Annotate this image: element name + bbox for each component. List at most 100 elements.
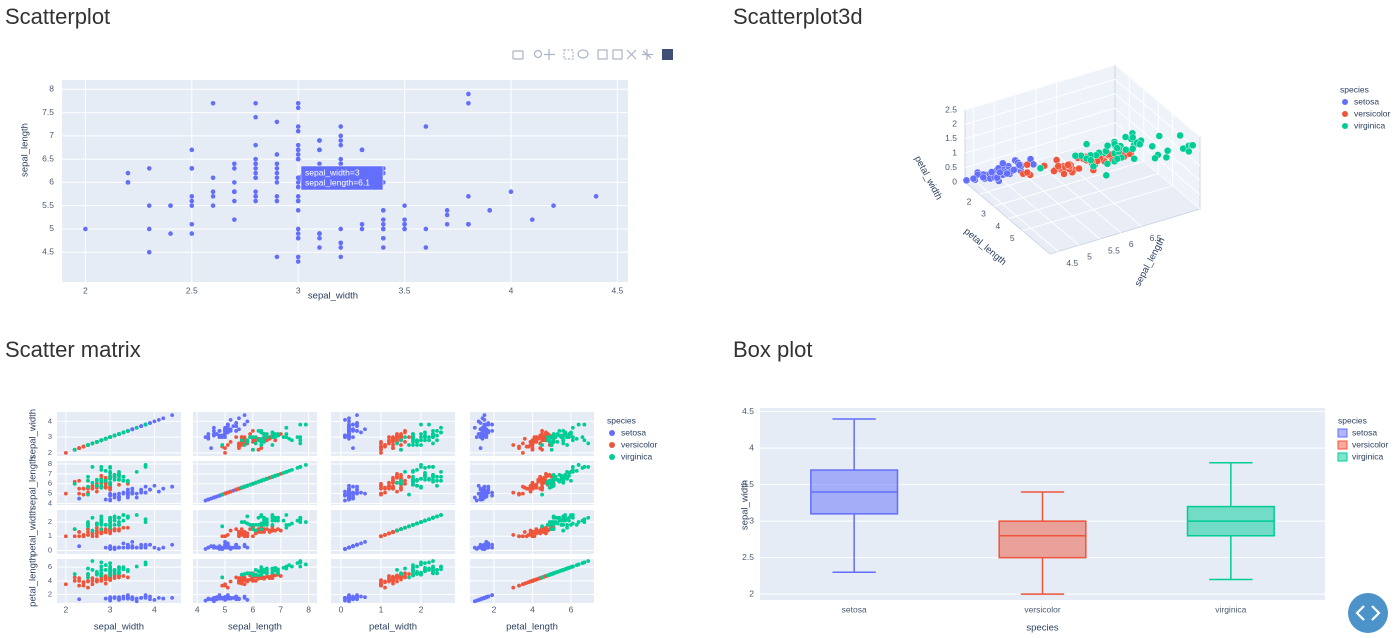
- y-tick-label: 7: [48, 469, 52, 478]
- y-tick-label: 5: [49, 223, 54, 233]
- data-point: [281, 518, 286, 523]
- data-point: [538, 475, 543, 480]
- data-point: [270, 527, 275, 532]
- data-point: [295, 254, 301, 260]
- data-point: [161, 486, 166, 491]
- data-point: [264, 520, 269, 524]
- zoom-in-icon[interactable]: [597, 49, 608, 60]
- y-tick-label: 7: [49, 130, 54, 140]
- data-point: [189, 203, 195, 208]
- data-point: [72, 572, 77, 576]
- data-point: [86, 443, 90, 447]
- data-point: [264, 570, 269, 575]
- data-point: [359, 490, 363, 495]
- data-point: [387, 441, 391, 446]
- data-point: [431, 479, 435, 484]
- data-point: [1163, 147, 1172, 155]
- data-point: [94, 489, 99, 494]
- data-point: [237, 597, 241, 602]
- data-point: [295, 194, 301, 199]
- plotly-logo[interactable]: [662, 49, 673, 60]
- data-point: [415, 564, 419, 569]
- data-point: [242, 422, 247, 427]
- data-point: [403, 525, 407, 530]
- nav-button-circle[interactable]: [1348, 593, 1388, 633]
- data-point: [295, 208, 301, 213]
- data-point: [472, 599, 477, 604]
- data-point: [379, 446, 383, 451]
- data-point: [253, 161, 258, 167]
- data-point: [1103, 160, 1112, 168]
- reset-icon[interactable]: [642, 49, 653, 60]
- data-point: [256, 569, 261, 574]
- data-point: [549, 478, 554, 483]
- data-point: [143, 517, 148, 522]
- y-tick-label: 2: [48, 517, 52, 526]
- data-point: [580, 435, 585, 440]
- data-point: [259, 521, 264, 526]
- data-point: [482, 413, 487, 418]
- data-point: [117, 473, 121, 478]
- data-point: [108, 596, 113, 601]
- data-point: [206, 432, 211, 436]
- data-point: [536, 530, 541, 534]
- data-point: [298, 520, 303, 524]
- data-point: [399, 481, 403, 486]
- data-point: [351, 422, 355, 427]
- data-point: [559, 523, 564, 527]
- data-point: [545, 523, 550, 527]
- data-point: [999, 159, 1007, 167]
- data-point: [112, 574, 117, 578]
- data-point: [290, 564, 294, 569]
- data-point: [411, 443, 415, 447]
- data-point: [206, 545, 211, 550]
- data-point: [262, 433, 266, 438]
- autoscale-icon[interactable]: [626, 49, 637, 60]
- data-point: [415, 483, 419, 488]
- data-point: [77, 576, 82, 581]
- data-point: [146, 226, 152, 232]
- zoom-out-icon[interactable]: [612, 49, 623, 60]
- data-point: [423, 518, 427, 523]
- x-axis-label: species: [1026, 623, 1058, 634]
- data-point: [423, 569, 427, 574]
- data-point: [274, 194, 280, 199]
- data-point: [148, 542, 152, 547]
- data-point: [387, 435, 391, 440]
- data-point: [103, 436, 108, 441]
- data-point: [338, 142, 344, 148]
- data-point: [86, 521, 90, 526]
- x-tick-label: 4: [195, 604, 200, 614]
- lasso-icon[interactable]: [577, 49, 589, 59]
- data-point: [242, 578, 247, 583]
- zoom-icon[interactable]: [533, 49, 543, 59]
- nav-button-icon[interactable]: [1355, 605, 1381, 621]
- data-point: [63, 582, 68, 587]
- data-point: [90, 582, 95, 587]
- x-tick-label: 8: [306, 604, 311, 614]
- data-point: [407, 575, 411, 580]
- data-point: [211, 596, 216, 601]
- data-point: [1010, 166, 1018, 174]
- data-point: [245, 419, 250, 424]
- data-point: [317, 147, 322, 153]
- data-point: [211, 545, 216, 550]
- data-point: [574, 523, 579, 527]
- box-select-icon[interactable]: [563, 49, 574, 60]
- data-point: [411, 523, 415, 527]
- data-point: [576, 463, 581, 467]
- data-point: [480, 596, 485, 601]
- camera-icon[interactable]: [512, 50, 524, 60]
- x-tick-label: 7: [278, 604, 283, 614]
- data-point: [1075, 164, 1083, 173]
- nav-button[interactable]: [1348, 593, 1388, 633]
- data-point: [223, 583, 227, 588]
- pan-icon[interactable]: [544, 49, 555, 60]
- data-point: [431, 515, 435, 520]
- data-point: [103, 468, 108, 473]
- x-tick-label: 5.5: [1108, 245, 1120, 255]
- grid-line: [964, 93, 1116, 140]
- data-point: [545, 438, 550, 443]
- data-point: [270, 435, 275, 440]
- legend-title: species: [1340, 84, 1369, 94]
